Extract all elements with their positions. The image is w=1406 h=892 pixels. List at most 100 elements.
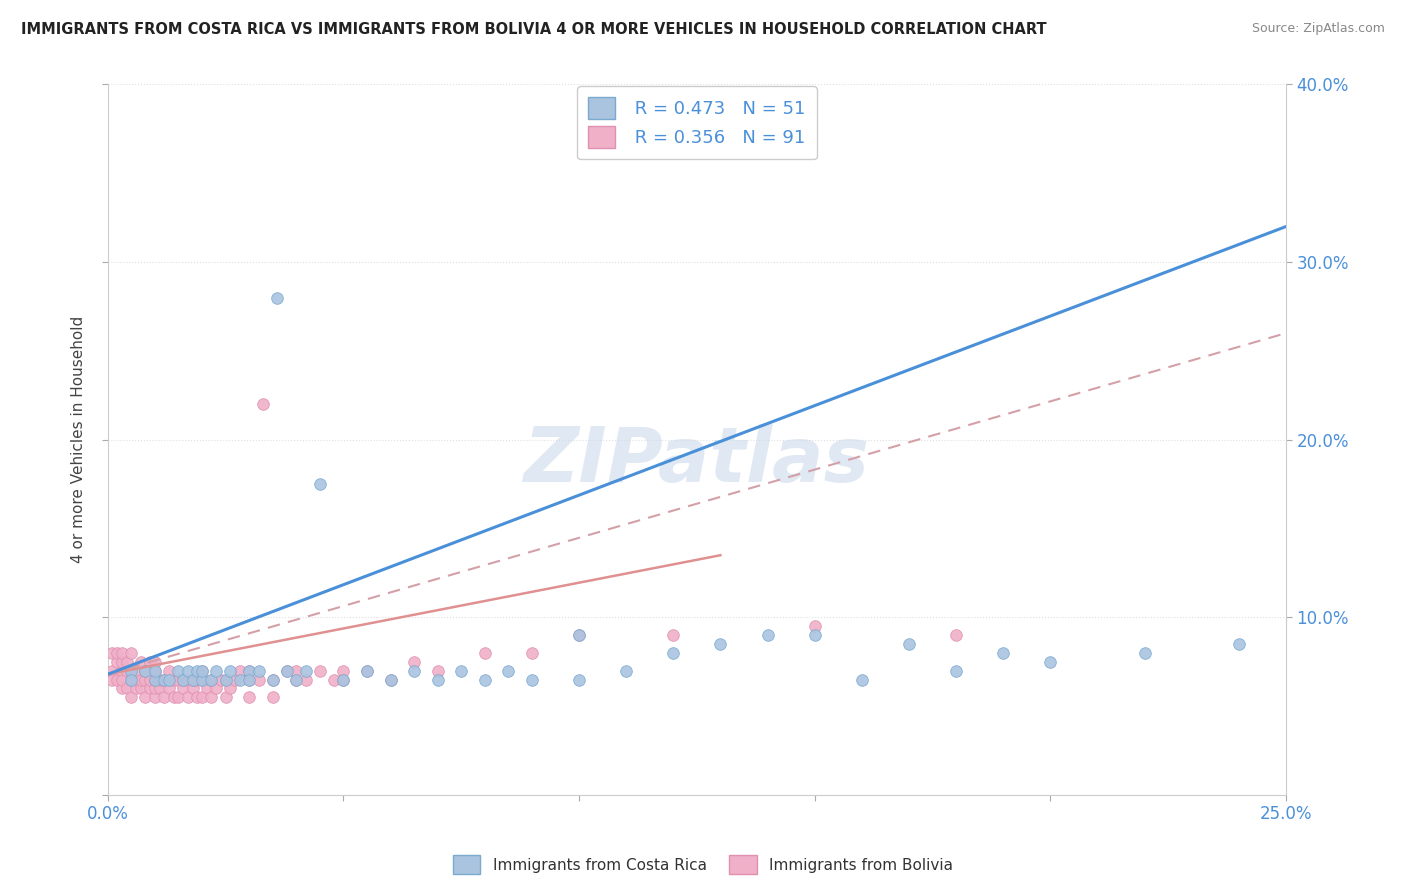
Point xyxy=(568,628,591,642)
Point xyxy=(214,673,236,687)
Point xyxy=(111,646,134,660)
Point xyxy=(125,664,148,678)
Point xyxy=(294,664,316,678)
Point xyxy=(276,664,298,678)
Point xyxy=(247,673,270,687)
Point xyxy=(177,690,200,705)
Point xyxy=(129,681,152,696)
Point xyxy=(404,655,426,669)
Point xyxy=(191,690,214,705)
Point xyxy=(228,673,250,687)
Point xyxy=(120,690,142,705)
Point xyxy=(224,673,246,687)
Point xyxy=(163,690,186,705)
Point xyxy=(105,655,128,669)
Point xyxy=(167,673,190,687)
Point xyxy=(195,681,218,696)
Point xyxy=(228,664,250,678)
Point xyxy=(139,681,162,696)
Point xyxy=(143,664,166,678)
Point xyxy=(129,673,152,687)
Point xyxy=(214,690,236,705)
Point xyxy=(191,664,214,678)
Point xyxy=(709,637,731,651)
Point xyxy=(143,655,166,669)
Point xyxy=(120,673,142,687)
Point xyxy=(262,673,284,687)
Point xyxy=(332,673,354,687)
Point xyxy=(101,664,124,678)
Point xyxy=(262,673,284,687)
Point xyxy=(125,673,148,687)
Point xyxy=(474,673,496,687)
Point xyxy=(172,673,194,687)
Point xyxy=(191,673,214,687)
Point xyxy=(134,664,156,678)
Point xyxy=(756,628,779,642)
Point xyxy=(285,673,308,687)
Point xyxy=(186,664,208,678)
Point xyxy=(285,664,308,678)
Point xyxy=(520,673,543,687)
Point xyxy=(163,673,186,687)
Point xyxy=(129,655,152,669)
Point xyxy=(945,664,967,678)
Point xyxy=(219,681,242,696)
Point xyxy=(262,690,284,705)
Point xyxy=(177,664,200,678)
Point xyxy=(851,673,873,687)
Point xyxy=(181,673,204,687)
Point xyxy=(568,628,591,642)
Point xyxy=(803,619,825,633)
Point xyxy=(172,673,194,687)
Point xyxy=(323,673,346,687)
Point xyxy=(200,690,222,705)
Point xyxy=(111,655,134,669)
Point xyxy=(153,690,176,705)
Point xyxy=(662,646,685,660)
Point xyxy=(143,681,166,696)
Point xyxy=(186,690,208,705)
Point xyxy=(897,637,920,651)
Point xyxy=(238,673,260,687)
Point xyxy=(125,681,148,696)
Point xyxy=(614,664,637,678)
Point xyxy=(111,664,134,678)
Point xyxy=(568,673,591,687)
Text: IMMIGRANTS FROM COSTA RICA VS IMMIGRANTS FROM BOLIVIA 4 OR MORE VEHICLES IN HOUS: IMMIGRANTS FROM COSTA RICA VS IMMIGRANTS… xyxy=(21,22,1046,37)
Point xyxy=(238,690,260,705)
Point xyxy=(157,681,180,696)
Point xyxy=(157,673,180,687)
Point xyxy=(186,673,208,687)
Point xyxy=(167,664,190,678)
Point xyxy=(332,664,354,678)
Point xyxy=(945,628,967,642)
Point xyxy=(238,673,260,687)
Point xyxy=(101,646,124,660)
Point xyxy=(356,664,378,678)
Point xyxy=(181,681,204,696)
Point xyxy=(115,681,138,696)
Point xyxy=(205,664,228,678)
Point xyxy=(450,664,472,678)
Point xyxy=(380,673,402,687)
Point xyxy=(294,673,316,687)
Point xyxy=(380,673,402,687)
Point xyxy=(149,681,172,696)
Point xyxy=(498,664,520,678)
Point xyxy=(134,673,156,687)
Point xyxy=(356,664,378,678)
Point xyxy=(238,664,260,678)
Point xyxy=(191,664,214,678)
Point xyxy=(426,673,449,687)
Point xyxy=(803,628,825,642)
Point xyxy=(134,664,156,678)
Point xyxy=(172,681,194,696)
Point xyxy=(474,646,496,660)
Point xyxy=(238,664,260,678)
Point xyxy=(266,291,288,305)
Point xyxy=(404,664,426,678)
Point xyxy=(285,673,308,687)
Point xyxy=(308,664,330,678)
Point xyxy=(200,673,222,687)
